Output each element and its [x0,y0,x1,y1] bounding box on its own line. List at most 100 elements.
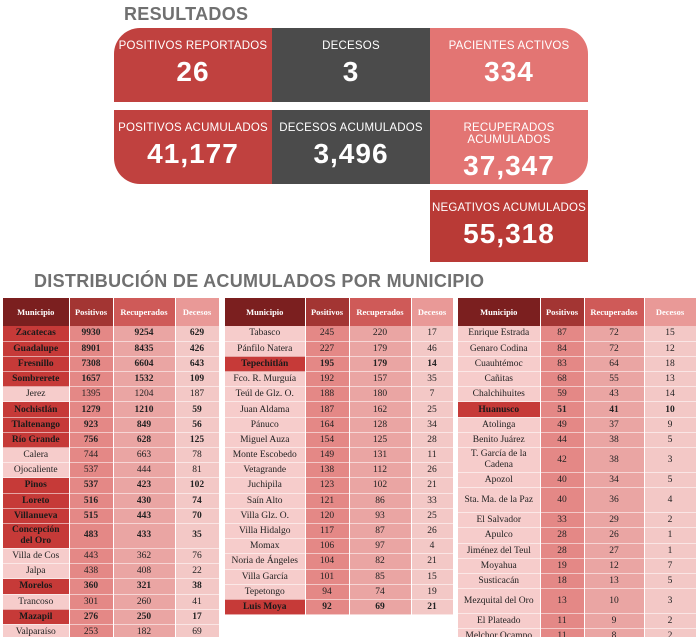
municipio-cell: Morelos [3,578,70,595]
decesos-cell: 15 [644,326,697,342]
positivos-cell: 19 [540,558,585,574]
decesos-cell: 109 [175,371,220,388]
positivos-cell: 94 [305,584,350,600]
table-row: Tlaltenango 923 849 56 [3,417,220,433]
header-municipio: Municipio [458,298,541,326]
positivos-cell: 483 [69,523,114,549]
positivos-cell: 245 [305,326,350,342]
table-row: Luis Moya 92 69 21 [225,599,454,616]
positivos-cell: 42 [540,447,585,473]
recuperados-cell: 112 [349,462,412,479]
header-positivos: Positivos [69,298,114,326]
decesos-cell: 59 [175,401,220,418]
header-positivos: Positivos [540,298,585,326]
decesos-cell: 643 [175,356,220,373]
positivos-cell: 8901 [69,341,114,357]
table-row: Villa de Cos 443 362 76 [3,548,220,565]
header-decesos: Decesos [644,298,697,326]
decesos-cell: 426 [175,341,220,357]
positivos-cell: 164 [305,417,350,433]
decesos-cell: 41 [175,594,220,610]
recuperados-cell: 69 [349,599,412,616]
positive-reported-value: 26 [176,56,210,87]
municipio-cell: Fco. R. Murguía [225,371,306,388]
municipio-cell: Tepetongo [225,584,306,600]
header-decesos: Decesos [175,298,220,326]
table-row: T. García de la Cadena 42 38 3 [458,447,697,473]
municipio-cell: Sombrerete [3,371,70,388]
table-row: Trancoso 301 260 41 [3,594,220,610]
positivos-cell: 18 [540,573,585,590]
table-row: Apulco 28 26 1 [458,527,697,544]
header-municipio: Municipio [3,298,70,326]
decesos-cell: 56 [175,417,220,433]
table-row: Mezquital del Oro 13 10 3 [458,588,697,615]
municipio-cell: Apulco [458,527,541,544]
negative-accumulated-label: NEGATIVOS ACUMULADOS [432,202,586,214]
positivos-cell: 44 [540,432,585,449]
table-header-row: Municipio Positivos Recuperados Decesos [225,298,454,326]
decesos-cell: 78 [175,447,220,464]
recuperados-cell: 9254 [113,326,176,342]
header-decesos: Decesos [411,298,454,326]
municipio-cell: Villa García [225,569,306,585]
positivos-cell: 515 [69,508,114,524]
recuperados-cell: 443 [113,508,176,524]
table-row: Juan Aldama 187 162 25 [225,401,454,418]
decesos-cell: 26 [411,523,454,540]
municipio-cell: Susticacán [458,573,541,590]
table-row: Pánfilo Natera 227 179 46 [225,341,454,357]
table-row: Apozol 40 34 5 [458,472,697,489]
recuperados-cell: 8 [584,628,645,637]
decesos-cell: 18 [644,356,697,373]
positivos-cell: 11 [540,613,585,630]
decesos-cell: 28 [411,432,454,449]
recuperados-cell: 131 [349,447,412,464]
positivos-cell: 1395 [69,386,114,403]
table-row: Tepechitlán 195 179 14 [225,356,454,373]
municipality-table-2: Municipio Positivos Recuperados Decesos … [225,298,454,616]
table-row: Cuauhtémoc 83 64 18 [458,356,697,373]
decesos-cell: 12 [644,341,697,357]
table-row: Enrique Estrada 87 72 15 [458,326,697,342]
table-row: Pánuco 164 128 34 [225,417,454,433]
recovered-accumulated-card: RECUPERADOS ACUMULADOS 37,347 [430,110,588,184]
recuperados-cell: 1204 [113,386,176,403]
table-body: Zacatecas 9930 9254 629 Guadalupe 8901 8435 426… [3,326,220,637]
positivos-cell: 188 [305,386,350,403]
recuperados-cell: 55 [584,371,645,388]
table-row: Calera 744 663 78 [3,447,220,464]
decesos-cell: 2 [644,613,697,630]
municipio-cell: Pánuco [225,417,306,433]
recuperados-cell: 85 [349,569,412,585]
positivos-cell: 9930 [69,326,114,342]
positivos-cell: 83 [540,356,585,373]
positivos-cell: 51 [540,401,585,418]
recuperados-cell: 27 [584,543,645,559]
positive-accumulated-value: 41,177 [147,138,239,169]
header-recuperados: Recuperados [113,298,176,326]
recuperados-cell: 29 [584,512,645,529]
decesos-cell: 35 [175,523,220,549]
deaths-accumulated-card: DECESOS ACUMULADOS 3,496 [272,110,430,184]
table-row: Jerez 1395 1204 187 [3,386,220,403]
decesos-cell: 70 [175,508,220,524]
recuperados-cell: 444 [113,462,176,479]
municipio-cell: Mazapil [3,609,70,625]
header-municipio: Municipio [225,298,306,326]
municipio-cell: Enrique Estrada [458,326,541,342]
municipio-cell: Pánfilo Natera [225,341,306,357]
positivos-cell: 227 [305,341,350,357]
decesos-cell: 5 [644,573,697,590]
recuperados-cell: 433 [113,523,176,549]
recuperados-cell: 663 [113,447,176,464]
positivos-cell: 40 [540,487,585,514]
positivos-cell: 516 [69,493,114,509]
municipio-cell: Pinos [3,477,70,494]
table-row: Huanusco 51 41 10 [458,401,697,418]
municipio-cell: Villa de Cos [3,548,70,565]
municipio-cell: Zacatecas [3,326,70,342]
positivos-cell: 1279 [69,401,114,418]
recuperados-cell: 8435 [113,341,176,357]
decesos-cell: 2 [644,512,697,529]
